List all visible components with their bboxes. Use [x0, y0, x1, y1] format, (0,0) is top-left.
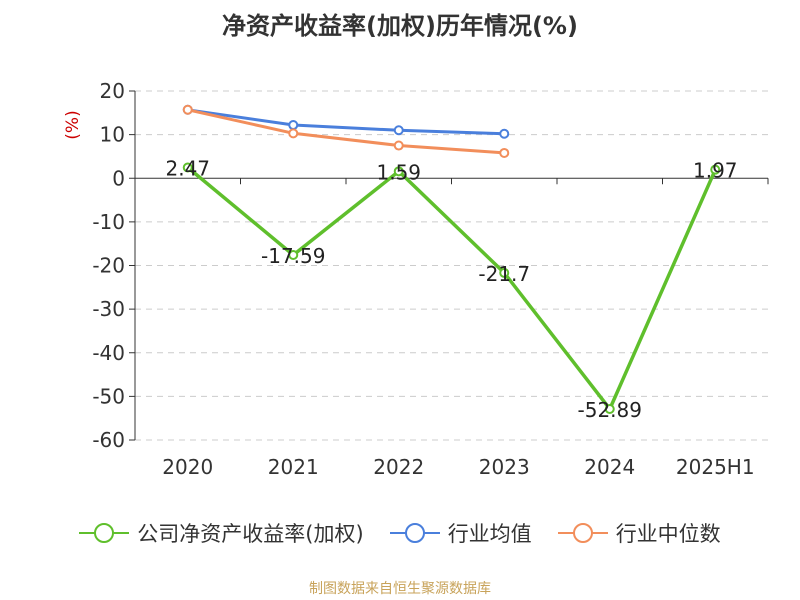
- data-point: [288, 249, 299, 260]
- y-tick-label: 0: [112, 166, 125, 190]
- data-label: 1.97: [693, 159, 738, 183]
- data-label: 1.59: [376, 160, 421, 184]
- legend-swatch-marker: [404, 523, 425, 543]
- data-point: [288, 120, 299, 131]
- legend-label: 公司净资产收益率(加权): [137, 522, 364, 546]
- legend-item[interactable]: 公司净资产收益率(加权): [79, 518, 364, 548]
- data-point: [393, 166, 404, 177]
- series-line: [187, 108, 505, 136]
- data-point: [710, 164, 721, 175]
- data-point: [393, 125, 404, 136]
- series-line: [186, 166, 717, 411]
- x-tick-label: 2021: [268, 455, 319, 479]
- legend-item[interactable]: 行业中位数: [557, 518, 721, 548]
- legend-item[interactable]: 行业均值: [389, 518, 532, 548]
- data-point: [499, 267, 510, 278]
- legend-swatch-icon: [79, 523, 130, 543]
- y-tick-label: 10: [100, 123, 125, 147]
- x-tick-label: 2022: [373, 455, 424, 479]
- data-label: 2.47: [165, 156, 210, 180]
- legend-label: 行业中位数: [615, 522, 721, 546]
- legend-swatch-icon: [389, 523, 440, 543]
- y-axis-label: (%): [63, 110, 83, 139]
- data-point: [182, 104, 193, 115]
- y-tick-label: -60: [92, 428, 125, 452]
- source-note: 制图数据来自恒生聚源数据库: [309, 581, 491, 597]
- y-tick-label: -50: [92, 384, 125, 408]
- data-label: -17.59: [261, 244, 325, 268]
- legend-swatch-marker: [94, 523, 115, 543]
- axes: 20 10 0 -10 -20 -30 -40 -50 -60 2020 2021 2022 2023 2…: [63, 79, 769, 479]
- x-tick-label: 2023: [479, 455, 530, 479]
- legend-label: 行业均值: [447, 522, 532, 546]
- x-tick-label: 2020: [162, 455, 213, 479]
- y-tick-label: -30: [92, 297, 125, 321]
- x-tick-label: 2024: [584, 455, 635, 479]
- legend-swatch-marker: [572, 523, 593, 543]
- x-tick-label: 2025H1: [676, 455, 755, 479]
- series-line: [187, 108, 505, 155]
- y-tick-label: 20: [100, 79, 125, 103]
- data-label: -21.7: [478, 262, 530, 286]
- data-point: [604, 403, 615, 414]
- data-point: [393, 140, 404, 151]
- data-point: [288, 128, 299, 139]
- legend-swatch-icon: [557, 523, 608, 543]
- legend: 公司净资产收益率(加权) 行业均值 行业中位数: [0, 518, 800, 548]
- data-label: -52.89: [578, 398, 642, 422]
- y-tick-label: -20: [92, 254, 125, 278]
- data-point: [182, 162, 193, 173]
- data-labels: 2.47 -17.59 1.59 -21.7 -52.89 1.97: [165, 156, 737, 422]
- chart-title: 净资产收益率(加权)历年情况(%): [222, 12, 578, 40]
- y-tick-label: -40: [92, 341, 125, 365]
- series-layer: [182, 104, 721, 414]
- data-point: [499, 147, 510, 158]
- data-point: [499, 128, 510, 139]
- y-tick-label: -10: [92, 210, 125, 234]
